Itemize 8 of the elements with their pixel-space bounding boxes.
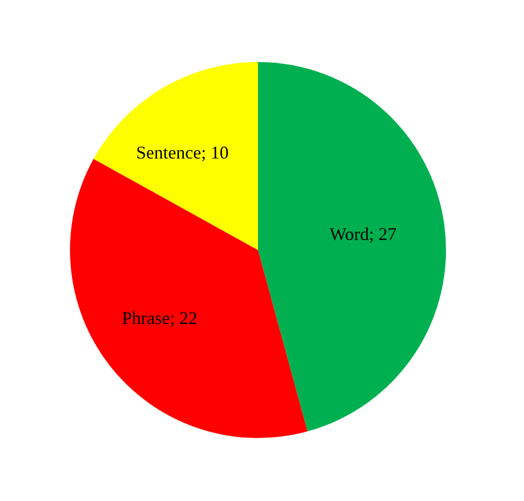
pie-slice [94,62,258,250]
slice-label: Sentence [136,142,202,163]
slice-label: Phrase [122,308,170,328]
slice-label: Word [329,224,370,244]
data-label: ; 22 [170,308,198,328]
data-label: ; 10 [201,142,229,163]
pie-slice [258,62,446,432]
data-label: ; 27 [369,224,397,244]
